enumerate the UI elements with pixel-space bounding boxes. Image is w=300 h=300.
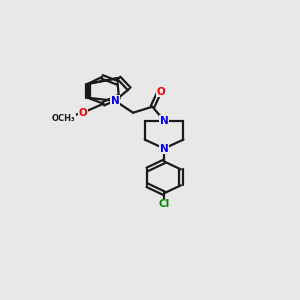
Text: O: O [157, 87, 166, 97]
Text: N: N [160, 116, 169, 126]
Text: N: N [111, 96, 119, 106]
Text: O: O [78, 108, 87, 118]
Text: N: N [160, 143, 169, 154]
Text: Cl: Cl [158, 199, 170, 209]
Text: OCH₃: OCH₃ [52, 114, 75, 123]
